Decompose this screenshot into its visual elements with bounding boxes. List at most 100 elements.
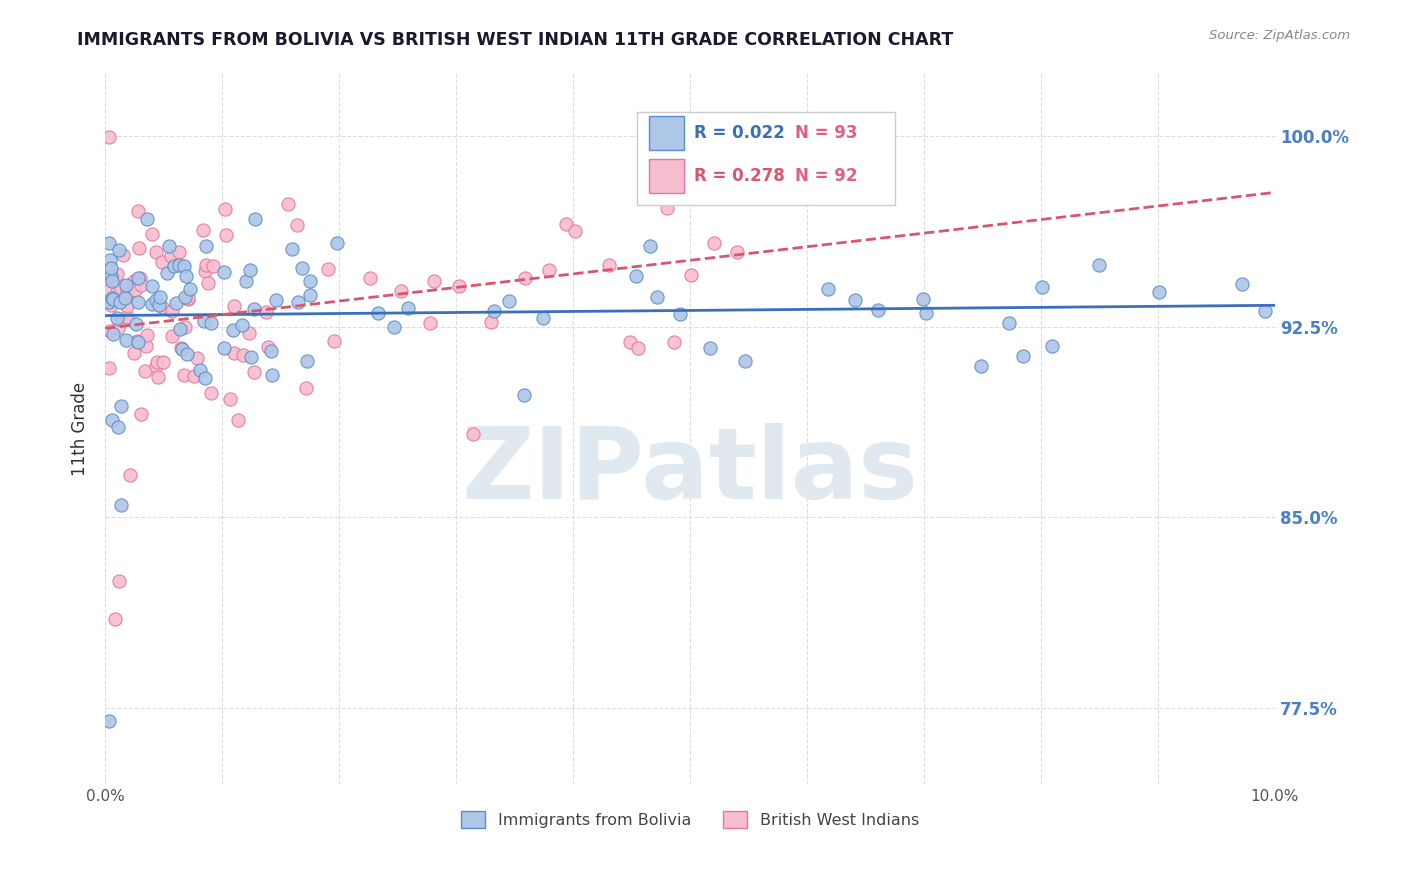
Point <box>221 323 243 337</box>
Point <box>135 327 157 342</box>
Legend: Immigrants from Bolivia, British West Indians: Immigrants from Bolivia, British West In… <box>454 805 925 834</box>
Point <box>107 243 129 257</box>
Point <box>638 239 661 253</box>
Point <box>114 291 136 305</box>
Point <box>108 295 131 310</box>
Point <box>145 359 167 373</box>
Point <box>212 265 235 279</box>
Point <box>108 574 131 588</box>
Text: IMMIGRANTS FROM BOLIVIA VS BRITISH WEST INDIAN 11TH GRADE CORRELATION CHART: IMMIGRANTS FROM BOLIVIA VS BRITISH WEST … <box>77 31 953 49</box>
Point <box>914 306 936 320</box>
Point <box>97 714 120 728</box>
Point <box>110 313 132 327</box>
Text: N = 93: N = 93 <box>796 124 858 143</box>
Point <box>564 224 586 238</box>
Point <box>243 302 266 317</box>
Point <box>105 285 128 299</box>
Point <box>129 270 152 285</box>
Point <box>287 295 309 310</box>
Point <box>104 612 127 626</box>
Point <box>100 261 122 276</box>
Point <box>238 326 260 340</box>
Point <box>725 245 748 260</box>
Point <box>367 306 389 320</box>
Point <box>174 290 197 304</box>
Point <box>423 274 446 288</box>
Point <box>97 283 120 297</box>
Point <box>645 290 668 304</box>
Point <box>322 334 344 348</box>
Point <box>156 267 179 281</box>
Point <box>100 275 122 289</box>
Point <box>290 260 312 275</box>
Point <box>169 321 191 335</box>
Point <box>179 282 201 296</box>
Point <box>598 259 620 273</box>
Point <box>105 310 128 325</box>
Point <box>194 371 217 385</box>
Point <box>191 223 214 237</box>
Point <box>183 369 205 384</box>
Point <box>127 334 149 349</box>
Point <box>127 203 149 218</box>
Point <box>100 298 122 312</box>
Text: R = 0.022: R = 0.022 <box>693 124 785 143</box>
Point <box>194 264 217 278</box>
Point <box>626 268 648 283</box>
Point <box>135 338 157 352</box>
Point <box>484 303 506 318</box>
Point <box>285 219 308 233</box>
Point <box>122 346 145 360</box>
Point <box>105 268 128 282</box>
Point <box>299 288 322 302</box>
Point <box>135 212 157 227</box>
Point <box>681 268 703 282</box>
Point <box>298 274 321 288</box>
Point <box>231 318 253 333</box>
Point <box>115 334 138 348</box>
Point <box>103 292 125 306</box>
Point <box>167 245 190 260</box>
Point <box>326 236 349 251</box>
Point <box>141 227 163 241</box>
Point <box>1147 285 1170 300</box>
Point <box>128 241 150 255</box>
Point <box>98 324 121 338</box>
Point <box>193 314 215 328</box>
Point <box>174 268 197 283</box>
Point <box>160 329 183 343</box>
Point <box>214 202 236 217</box>
Point <box>145 245 167 260</box>
Point <box>226 413 249 427</box>
Point <box>111 247 134 261</box>
Point <box>868 303 890 318</box>
Point <box>177 293 200 307</box>
Point <box>513 271 536 285</box>
Point <box>259 344 281 359</box>
Point <box>104 273 127 287</box>
Point <box>664 335 686 350</box>
Point <box>176 347 198 361</box>
Point <box>260 368 283 382</box>
Point <box>173 320 195 334</box>
Text: N = 92: N = 92 <box>796 167 858 185</box>
Point <box>1040 339 1063 353</box>
Point <box>200 316 222 330</box>
Point <box>115 310 138 324</box>
Point <box>555 218 578 232</box>
Point <box>122 274 145 288</box>
Point <box>1254 304 1277 318</box>
Point <box>970 359 993 374</box>
Point <box>1031 279 1053 293</box>
Point <box>110 399 132 413</box>
Point <box>232 348 254 362</box>
Point <box>669 307 692 321</box>
Point <box>481 315 503 329</box>
Point <box>254 304 277 318</box>
Point <box>103 327 125 342</box>
Point <box>396 301 419 316</box>
Point <box>98 361 121 376</box>
Point <box>264 293 287 307</box>
Point <box>243 211 266 226</box>
Point <box>150 255 173 269</box>
